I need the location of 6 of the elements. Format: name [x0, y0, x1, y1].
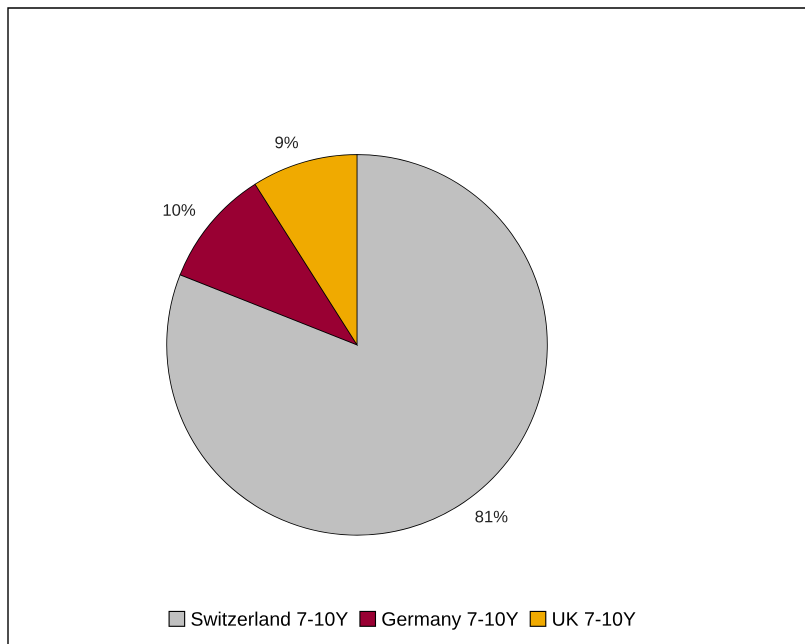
- data-label: 9%: [275, 136, 298, 148]
- legend-label: UK 7-10Y: [553, 612, 636, 626]
- legend-label: Germany 7-10Y: [382, 612, 518, 630]
- legend-label: Switzerland 7-10Y: [191, 612, 348, 626]
- data-label: 81%: [475, 510, 508, 522]
- data-label: 10%: [164, 204, 196, 216]
